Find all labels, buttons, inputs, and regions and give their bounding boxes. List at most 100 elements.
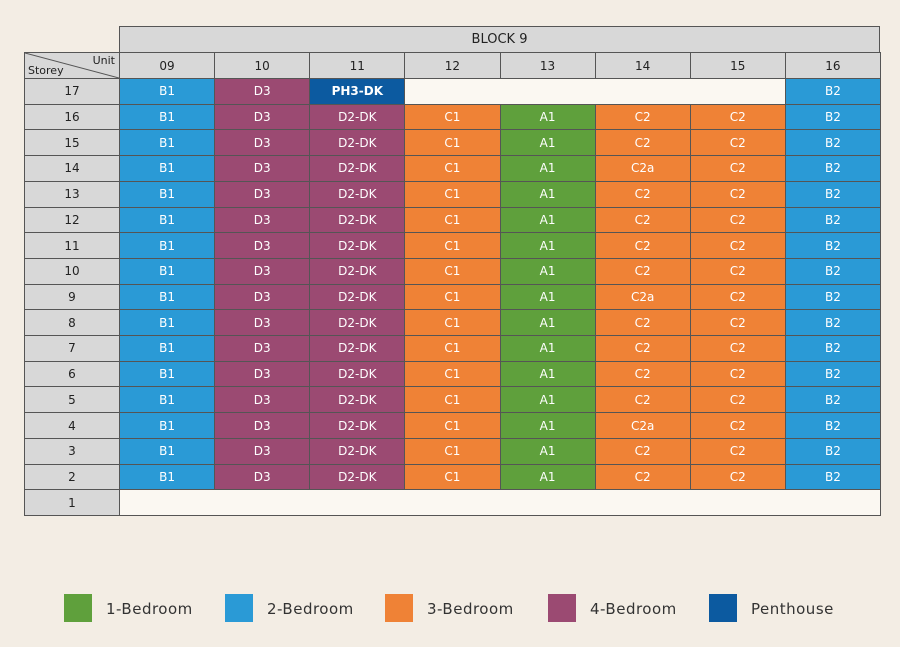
unit-cell: D2-DK <box>309 335 406 362</box>
legend-label: 4-Bedroom <box>590 600 677 618</box>
unit-label: Unit <box>92 54 115 67</box>
unit-cell: C2 <box>594 257 691 285</box>
unit-cell: C2 <box>594 206 691 234</box>
unit-cell: D2-DK <box>309 155 406 182</box>
unit-cell: A1 <box>499 283 596 311</box>
unit-cell: B1 <box>119 437 216 465</box>
unit-cell: B2 <box>784 155 881 182</box>
unit-cell: C1 <box>404 386 501 414</box>
unit-cell: C2 <box>594 386 691 414</box>
unit-cell: B1 <box>119 206 216 234</box>
unit-cell: D3 <box>214 129 311 157</box>
unit-cell: B1 <box>119 257 216 285</box>
unit-cell: D2-DK <box>309 463 406 491</box>
unit-cell: A1 <box>499 412 596 439</box>
unit-cell: B2 <box>784 257 881 285</box>
unit-cell: A1 <box>499 309 596 337</box>
column-header: 14 <box>594 52 691 79</box>
unit-cell: B2 <box>784 463 881 491</box>
unit-cell: A1 <box>499 129 596 157</box>
unit-cell: B1 <box>119 78 216 105</box>
unit-cell: A1 <box>499 155 596 182</box>
unit-cell: C2 <box>594 463 691 491</box>
unit-cell: C2 <box>689 232 786 259</box>
unit-cell: D2-DK <box>309 309 406 337</box>
unit-cell: A1 <box>499 103 596 131</box>
unit-cell: C1 <box>404 360 501 388</box>
unit-cell: C1 <box>404 232 501 259</box>
storey-label: 4 <box>24 412 120 439</box>
unit-cell: B1 <box>119 129 216 157</box>
storey-label: 13 <box>24 180 120 208</box>
unit-cell: B1 <box>119 283 216 311</box>
unit-cell: C2 <box>689 206 786 234</box>
unit-cell: D3 <box>214 463 311 491</box>
unit-cell: B2 <box>784 360 881 388</box>
unit-cell: D2-DK <box>309 206 406 234</box>
unit-cell: B2 <box>784 283 881 311</box>
column-header: 16 <box>784 52 881 79</box>
legend-swatch <box>385 594 413 622</box>
unit-cell: B1 <box>119 412 216 439</box>
unit-cell: B2 <box>784 180 881 208</box>
unit-cell: D3 <box>214 103 311 131</box>
legend-swatch <box>225 594 253 622</box>
unit-cell: A1 <box>499 437 596 465</box>
unit-cell: C1 <box>404 412 501 439</box>
unit-cell: B2 <box>784 309 881 337</box>
unit-cell: C2 <box>594 232 691 259</box>
unit-cell: C1 <box>404 103 501 131</box>
storey-label: 6 <box>24 360 120 388</box>
unit-cell: D2-DK <box>309 232 406 259</box>
legend-label: 2-Bedroom <box>267 600 354 618</box>
unit-cell: C2 <box>689 257 786 285</box>
unit-cell: D3 <box>214 257 311 285</box>
unit-cell: D3 <box>214 206 311 234</box>
diagonal <box>25 53 119 78</box>
unit-cell: B2 <box>784 206 881 234</box>
unit-cell: C2a <box>594 283 691 311</box>
unit-cell: D2-DK <box>309 360 406 388</box>
unit-cell: D3 <box>214 309 311 337</box>
unit-cell: C2 <box>594 129 691 157</box>
unit-cell: C2a <box>594 412 691 439</box>
storey-label: 17 <box>24 78 120 105</box>
unit-cell: C2a <box>594 155 691 182</box>
unit-cell: D3 <box>214 386 311 414</box>
legend-swatch <box>709 594 737 622</box>
legend-label: 1-Bedroom <box>106 600 193 618</box>
unit-cell: B1 <box>119 103 216 131</box>
unit-cell: B1 <box>119 386 216 414</box>
unit-cell: B2 <box>784 129 881 157</box>
unit-cell: B1 <box>119 155 216 182</box>
unit-cell: B1 <box>119 180 216 208</box>
unit-cell: B2 <box>784 437 881 465</box>
blank-cell <box>119 489 881 516</box>
legend-label: 3-Bedroom <box>427 600 514 618</box>
column-header: 10 <box>214 52 311 79</box>
unit-cell: D2-DK <box>309 257 406 285</box>
legend-label: Penthouse <box>751 600 834 618</box>
unit-cell: C2 <box>689 437 786 465</box>
unit-cell: B2 <box>784 335 881 362</box>
unit-cell: C2 <box>594 103 691 131</box>
unit-cell: C2 <box>689 103 786 131</box>
unit-cell: D3 <box>214 180 311 208</box>
legend-swatch <box>64 594 92 622</box>
legend-swatch <box>548 594 576 622</box>
unit-cell: C2 <box>594 437 691 465</box>
unit-cell: C1 <box>404 206 501 234</box>
storey-label: Storey <box>28 64 64 77</box>
storey-label: 1 <box>24 489 120 516</box>
unit-cell: D3 <box>214 360 311 388</box>
unit-cell: B2 <box>784 103 881 131</box>
unit-cell: D2-DK <box>309 180 406 208</box>
unit-cell: A1 <box>499 232 596 259</box>
unit-cell: C2 <box>689 335 786 362</box>
unit-cell: C2 <box>689 360 786 388</box>
unit-cell: C1 <box>404 180 501 208</box>
unit-cell: C2 <box>594 180 691 208</box>
storey-label: 12 <box>24 206 120 234</box>
column-header: 15 <box>689 52 786 79</box>
